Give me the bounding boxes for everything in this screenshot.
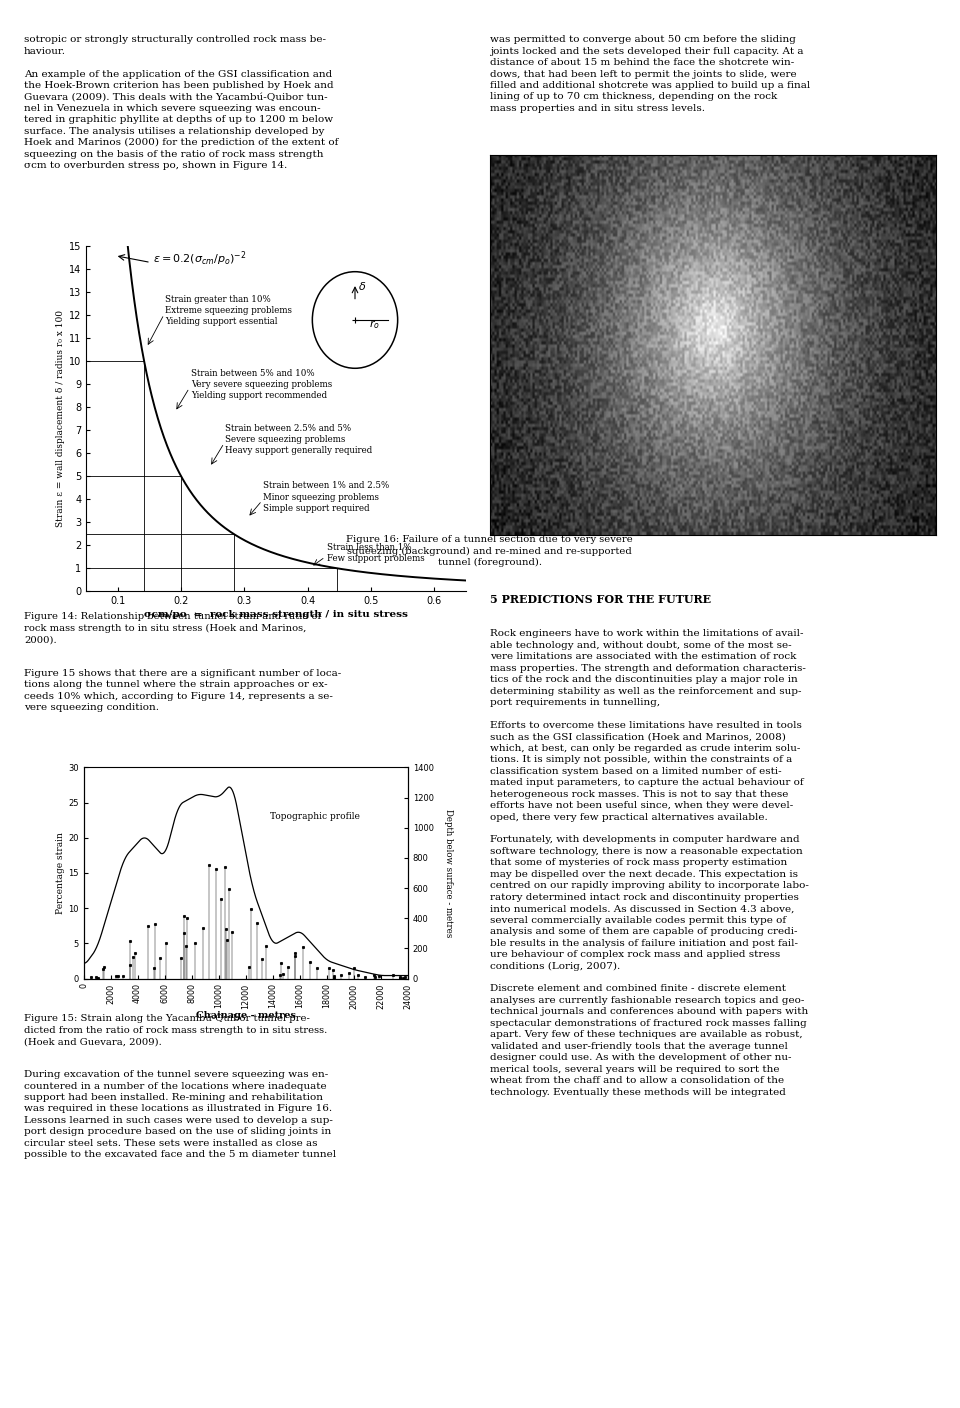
Text: $r_o$: $r_o$: [369, 318, 380, 331]
X-axis label: σcm/po  =  rock mass strength / in situ stress: σcm/po = rock mass strength / in situ st…: [144, 611, 408, 620]
Y-axis label: Percentage strain: Percentage strain: [57, 832, 65, 914]
Text: Strain between 2.5% and 5%
Severe squeezing problems
Heavy support generally req: Strain between 2.5% and 5% Severe squeez…: [226, 424, 372, 455]
Text: $\delta$: $\delta$: [358, 280, 367, 291]
Text: Figure 16: Failure of a tunnel section due to very severe
squeezing (background): Figure 16: Failure of a tunnel section d…: [347, 535, 633, 567]
Text: TA NEA THΣ EEEEΓM – Ar. 49 – ΣΕΠΤΕΜΒΡΙΟΣ 2012: TA NEA THΣ EEEEΓM – Ar. 49 – ΣΕΠΤΕΜΒΡΙΟΣ…: [14, 1374, 364, 1388]
Text: Strain less than 1%
Few support problems: Strain less than 1% Few support problems: [326, 543, 424, 563]
Text: Rock engineers have to work within the limitations of avail-
able technology and: Rock engineers have to work within the l…: [490, 629, 808, 1097]
Text: Figure 15: Strain along the Yacambú-Quibor tunnel pre-
dicted from the ratio of: Figure 15: Strain along the Yacambú-Qui…: [24, 1014, 327, 1046]
Text: 5 PREDICTIONS FOR THE FUTURE: 5 PREDICTIONS FOR THE FUTURE: [490, 594, 710, 605]
Text: Strain greater than 10%
Extreme squeezing problems
Yielding support essential: Strain greater than 10% Extreme squeezin…: [165, 296, 293, 327]
Text: sotropic or strongly structurally controlled rock mass be-
haviour.

An example : sotropic or strongly structurally contro…: [24, 35, 338, 170]
Text: Figure 14: Relationship between tunnel strain and ratio of
rock mass strength to: Figure 14: Relationship between tunnel s…: [24, 612, 322, 645]
Text: Strain between 1% and 2.5%
Minor squeezing problems
Simple support required: Strain between 1% and 2.5% Minor squeezi…: [263, 482, 390, 513]
Text: Topographic profile: Topographic profile: [270, 811, 360, 821]
Text: During excavation of the tunnel severe squeezing was en-
countered in a number o: During excavation of the tunnel severe s…: [24, 1070, 336, 1159]
Text: Σελίδα 19: Σελίδα 19: [878, 1374, 946, 1388]
Y-axis label: Strain ε = wall displacement δ / radius r₀ x 100: Strain ε = wall displacement δ / radius …: [56, 310, 65, 528]
X-axis label: Chainage - metres: Chainage - metres: [196, 1011, 296, 1021]
Text: was permitted to converge about 50 cm before the sliding
joints locked and the s: was permitted to converge about 50 cm be…: [490, 35, 810, 113]
Text: Figure 15 shows that there are a significant number of loca-
tions along the tun: Figure 15 shows that there are a signifi…: [24, 669, 341, 712]
Text: Strain between 5% and 10%
Very severe squeezing problems
Yielding support recomm: Strain between 5% and 10% Very severe sq…: [191, 369, 332, 400]
Y-axis label: Depth below surface - metres: Depth below surface - metres: [444, 808, 453, 938]
Text: $\varepsilon = 0.2(\sigma_{cm}/p_o)^{-2}$: $\varepsilon = 0.2(\sigma_{cm}/p_o)^{-2}…: [153, 249, 246, 268]
